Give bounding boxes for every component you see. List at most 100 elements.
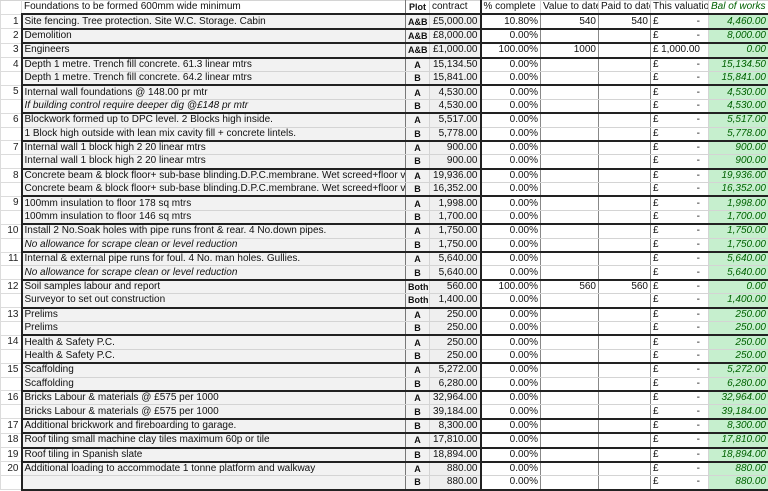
value-to-date-cell[interactable] (541, 266, 599, 280)
bal-of-works-cell[interactable]: 900.00 (709, 141, 768, 155)
value-to-date-cell[interactable] (541, 294, 599, 308)
description-cell[interactable]: No allowance for scrape clean or level r… (22, 238, 406, 252)
plot-cell[interactable]: B (406, 321, 430, 335)
contract-cell[interactable]: 8,300.00 (430, 419, 481, 433)
paid-to-date-cell[interactable] (599, 252, 651, 266)
row-number-cell[interactable]: 19 (1, 448, 22, 462)
row-number-cell[interactable]: 13 (1, 308, 22, 322)
paid-to-date-cell[interactable] (599, 405, 651, 419)
plot-cell[interactable]: B (406, 99, 430, 113)
paid-to-date-cell[interactable] (599, 335, 651, 349)
this-valuation-cell[interactable]: £- (651, 462, 709, 476)
description-cell[interactable]: Bricks Labour & materials @ £575 per 100… (22, 405, 406, 419)
plot-cell[interactable]: A&B (406, 14, 430, 28)
row-number-cell[interactable] (1, 266, 22, 280)
pct-complete-cell[interactable]: 0.00% (481, 266, 541, 280)
pct-complete-cell[interactable]: 0.00% (481, 405, 541, 419)
row-number-cell[interactable]: 1 (1, 14, 22, 28)
contract-cell[interactable]: 250.00 (430, 308, 481, 322)
value-to-date-cell[interactable] (541, 85, 599, 99)
bal-of-works-cell[interactable]: 250.00 (709, 335, 768, 349)
plot-cell[interactable]: B (406, 266, 430, 280)
this-valuation-cell[interactable]: £- (651, 58, 709, 72)
this-valuation-cell[interactable]: £- (651, 433, 709, 447)
this-valuation-cell[interactable]: £- (651, 196, 709, 210)
value-to-date-cell[interactable] (541, 127, 599, 141)
plot-cell[interactable]: A (406, 391, 430, 405)
plot-cell[interactable]: A (406, 363, 430, 377)
description-cell[interactable]: No allowance for scrape clean or level r… (22, 266, 406, 280)
contract-cell[interactable]: 1,750.00 (430, 238, 481, 252)
bal-of-works-cell[interactable]: 8,300.00 (709, 419, 768, 433)
value-to-date-cell[interactable] (541, 196, 599, 210)
header-bal-of-works[interactable]: Bal of works (709, 1, 768, 15)
description-cell[interactable]: Internal wall foundations @ 148.00 pr mt… (22, 85, 406, 99)
value-to-date-cell[interactable] (541, 321, 599, 335)
header-this-valuation[interactable]: This valuation (651, 1, 709, 15)
row-number-cell[interactable]: 17 (1, 419, 22, 433)
row-number-cell[interactable]: 2 (1, 29, 22, 43)
bal-of-works-cell[interactable]: 1,400.00 (709, 294, 768, 308)
value-to-date-cell[interactable] (541, 238, 599, 252)
this-valuation-cell[interactable]: £- (651, 321, 709, 335)
row-number-cell[interactable]: 20 (1, 462, 22, 476)
description-cell[interactable]: Depth 1 metre. Trench fill concrete. 61.… (22, 58, 406, 72)
paid-to-date-cell[interactable] (599, 377, 651, 391)
paid-to-date-cell[interactable] (599, 238, 651, 252)
value-to-date-cell[interactable] (541, 349, 599, 363)
this-valuation-cell[interactable]: £- (651, 252, 709, 266)
contract-cell[interactable]: 1,998.00 (430, 196, 481, 210)
this-valuation-cell[interactable]: £- (651, 155, 709, 169)
bal-of-works-cell[interactable]: 5,517.00 (709, 113, 768, 127)
paid-to-date-cell[interactable] (599, 155, 651, 169)
description-cell[interactable]: Additional brickwork and fireboarding to… (22, 419, 406, 433)
contract-cell[interactable]: 17,810.00 (430, 433, 481, 447)
row-number-cell[interactable] (1, 377, 22, 391)
plot-cell[interactable]: B (406, 210, 430, 224)
this-valuation-cell[interactable]: £- (651, 391, 709, 405)
pct-complete-cell[interactable]: 0.00% (481, 169, 541, 183)
value-to-date-cell[interactable] (541, 141, 599, 155)
description-cell[interactable]: Health & Safety P.C. (22, 335, 406, 349)
plot-cell[interactable]: B (406, 476, 430, 490)
bal-of-works-cell[interactable]: 32,964.00 (709, 391, 768, 405)
row-number-cell[interactable] (1, 183, 22, 197)
this-valuation-cell[interactable]: £- (651, 14, 709, 28)
contract-cell[interactable]: 5,640.00 (430, 252, 481, 266)
value-to-date-cell[interactable] (541, 252, 599, 266)
plot-cell[interactable]: B (406, 349, 430, 363)
plot-cell[interactable]: A (406, 113, 430, 127)
row-number-cell[interactable]: 11 (1, 252, 22, 266)
value-to-date-cell[interactable] (541, 224, 599, 238)
pct-complete-cell[interactable]: 0.00% (481, 462, 541, 476)
pct-complete-cell[interactable]: 0.00% (481, 127, 541, 141)
bal-of-works-cell[interactable]: 1,750.00 (709, 224, 768, 238)
contract-cell[interactable]: 4,530.00 (430, 99, 481, 113)
pct-complete-cell[interactable]: 0.00% (481, 476, 541, 490)
paid-to-date-cell[interactable] (599, 433, 651, 447)
bal-of-works-cell[interactable]: 250.00 (709, 321, 768, 335)
header-paid-to-date[interactable]: Paid to date (599, 1, 651, 15)
bal-of-works-cell[interactable]: 5,640.00 (709, 266, 768, 280)
bal-of-works-cell[interactable]: 250.00 (709, 349, 768, 363)
bal-of-works-cell[interactable]: 8,000.00 (709, 29, 768, 43)
contract-cell[interactable]: 6,280.00 (430, 377, 481, 391)
plot-cell[interactable]: B (406, 405, 430, 419)
paid-to-date-cell[interactable] (599, 349, 651, 363)
this-valuation-cell[interactable]: £- (651, 183, 709, 197)
description-cell[interactable]: Blockwork formed up to DPC level. 2 Bloc… (22, 113, 406, 127)
this-valuation-cell[interactable]: £- (651, 99, 709, 113)
bal-of-works-cell[interactable]: 250.00 (709, 308, 768, 322)
contract-cell[interactable]: £1,000.00 (430, 43, 481, 57)
this-valuation-cell[interactable]: £- (651, 169, 709, 183)
this-valuation-cell[interactable]: £- (651, 377, 709, 391)
row-number-cell[interactable]: 4 (1, 58, 22, 72)
plot-cell[interactable]: B (406, 448, 430, 462)
pct-complete-cell[interactable]: 0.00% (481, 224, 541, 238)
row-number-cell[interactable]: 7 (1, 141, 22, 155)
row-number-cell[interactable] (1, 321, 22, 335)
description-cell[interactable]: 100mm insulation to floor 146 sq mtrs (22, 210, 406, 224)
plot-cell[interactable]: B (406, 377, 430, 391)
contract-cell[interactable]: 900.00 (430, 155, 481, 169)
pct-complete-cell[interactable]: 10.80% (481, 14, 541, 28)
